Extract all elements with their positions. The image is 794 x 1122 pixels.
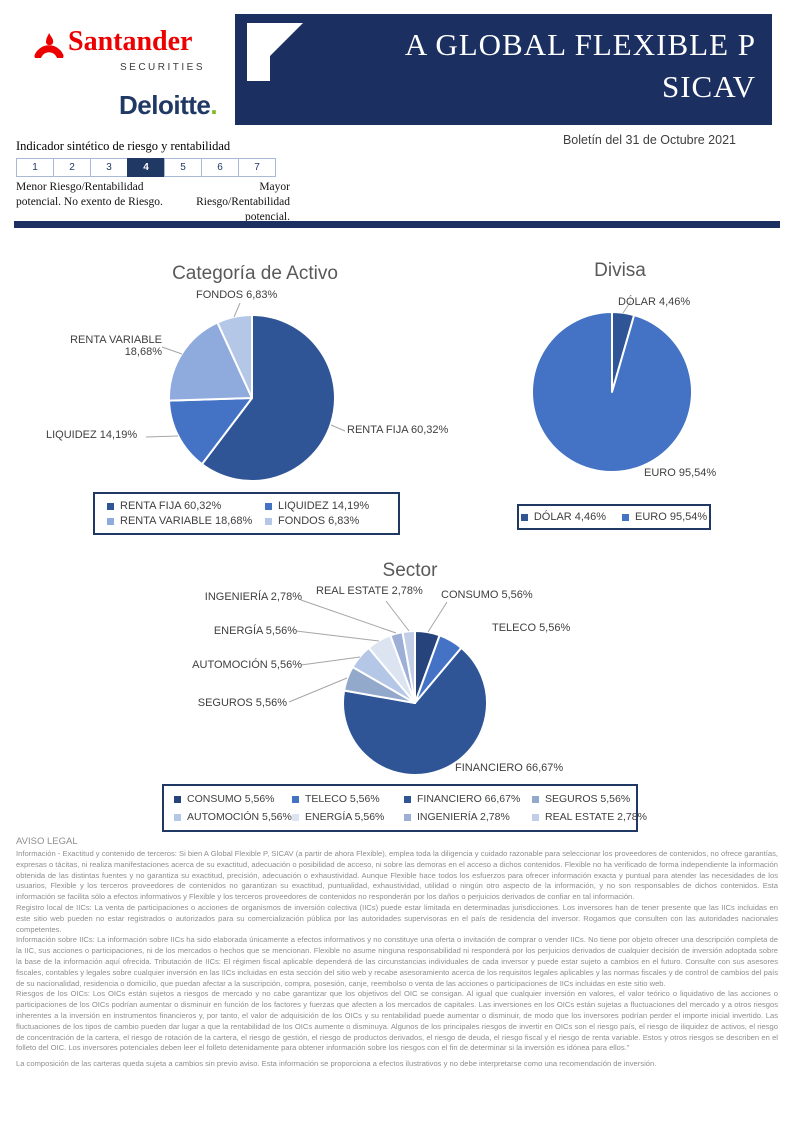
risk-level-2: 2 [53, 158, 91, 177]
currency-pie-chart [531, 300, 693, 473]
legend-marker-ingenieria [404, 813, 411, 821]
legend-marker-liquidez [265, 502, 272, 510]
legend-item: AUTOMOCIÓN 5,56% [174, 811, 292, 823]
page-title: A GLOBAL FLEXIBLE P SICAV [405, 24, 756, 108]
callout-real-estate: REAL ESTATE 2,78% [316, 585, 423, 597]
fund-title-line2: SICAV [661, 69, 756, 104]
legend-item: SEGUROS 5,56% [532, 793, 647, 805]
legend-item: FONDOS 6,83% [265, 515, 386, 527]
risk-level-7: 7 [238, 158, 276, 177]
legend-marker-seguros [532, 795, 539, 803]
legal-disclaimer: AVISO LEGAL Información - Exactitud y co… [16, 836, 778, 1070]
asset-category-pie-chart [145, 302, 346, 482]
deloitte-logo: Deloitte. [119, 90, 218, 121]
legal-paragraph-3: Información sobre IICs: La información s… [16, 935, 778, 988]
risk-level-4-selected: 4 [127, 158, 165, 177]
callout-euro: EURO 95,54% [644, 467, 717, 479]
legend-item: CONSUMO 5,56% [174, 793, 292, 805]
callout-ingenieria: INGENIERÍA 2,78% [204, 591, 302, 603]
legend-marker-automocion [174, 813, 181, 821]
legal-paragraph-2: Registro local de IICs: La venta de part… [16, 902, 778, 934]
sector-chart-title: Sector [382, 560, 438, 581]
callout-financiero: FINANCIERO 66,67% [455, 762, 564, 774]
bulletin-date: Boletín del 31 de Octubre 2021 [562, 133, 736, 147]
legend-item: TELECO 5,56% [292, 793, 404, 805]
legend-marker-teleco [292, 795, 299, 803]
currency-chart-title: Divisa [594, 260, 646, 281]
callout-consumo: CONSUMO 5,56% [441, 589, 533, 601]
asset-category-legend: RENTA FIJA 60,32% LIQUIDEZ 14,19% RENTA … [93, 492, 400, 535]
risk-level-1: 1 [16, 158, 54, 177]
risk-caption-higher: Mayor Riesgo/Rentabilidad potencial. [196, 181, 290, 223]
callout-seguros: SEGUROS 5,56% [197, 697, 287, 709]
callout-teleco: TELECO 5,56% [492, 622, 571, 634]
asset-category-chart-title: Categoría de Activo [172, 263, 338, 284]
legend-item: EURO 95,54% [622, 511, 707, 523]
risk-level-3: 3 [90, 158, 128, 177]
legal-paragraph-5: La composición de las carteras queda suj… [16, 1059, 657, 1069]
risk-caption-lower: Menor Riesgo/Rentabilidad potencial. No … [16, 181, 163, 208]
legend-item: REAL ESTATE 2,78% [532, 811, 647, 823]
risk-scale: 1 2 3 4 5 6 7 [16, 158, 276, 177]
callout-energia: ENERGÍA 5,56% [213, 625, 297, 637]
callout-automocion: AUTOMOCIÓN 5,56% [192, 659, 302, 671]
fund-title-banner: A GLOBAL FLEXIBLE P SICAV [235, 14, 772, 125]
legend-marker-renta-fija [107, 502, 114, 510]
flexible-flag-icon [247, 23, 303, 86]
legend-marker-financiero [404, 795, 411, 803]
deloitte-green-dot: . [210, 90, 218, 120]
risk-level-6: 6 [201, 158, 239, 177]
legend-marker-euro [622, 513, 629, 521]
legal-paragraph-1: Información - Exactitud y contenido de t… [16, 849, 778, 902]
risk-level-5: 5 [164, 158, 202, 177]
santander-wordmark: Santander [68, 26, 193, 57]
santander-securities-label: SECURITIES [120, 62, 206, 73]
callout-fondos: FONDOS 6,83% [196, 289, 278, 301]
legend-item: INGENIERÍA 2,78% [404, 811, 532, 823]
risk-indicator-label: Indicador sintético de riesgo y rentabil… [16, 139, 231, 153]
santander-flame-icon [34, 32, 64, 63]
legend-marker-energia [292, 813, 299, 821]
legend-marker-real-estate [532, 813, 539, 821]
legend-marker-consumo [174, 795, 181, 803]
legend-marker-dolar [520, 513, 528, 521]
callout-renta-variable: RENTA VARIABLE 18,68% [70, 334, 162, 358]
sector-legend: CONSUMO 5,56% TELECO 5,56% FINANCIERO 66… [162, 784, 647, 832]
deloitte-wordmark: Deloitte [119, 90, 211, 120]
legal-paragraph-4: Riesgos de los OICs: Los OICs están suje… [16, 989, 778, 1053]
legend-item: LIQUIDEZ 14,19% [265, 500, 386, 512]
callout-liquidez: LIQUIDEZ 14,19% [46, 429, 138, 441]
legend-marker-fondos [265, 517, 272, 525]
legal-title: AVISO LEGAL [16, 836, 78, 847]
callout-dolar: DÓLAR 4,46% [618, 296, 691, 308]
currency-legend: DÓLAR 4,46% EURO 95,54% [517, 504, 711, 530]
legend-item: RENTA FIJA 60,32% [107, 500, 265, 512]
legend-item: DÓLAR 4,46% [520, 511, 606, 523]
legend-item: RENTA VARIABLE 18,68% [107, 515, 265, 527]
legend-marker-renta-variable [107, 517, 114, 525]
legend-item: FINANCIERO 66,67% [404, 793, 532, 805]
sector-pie-chart [288, 599, 488, 776]
section-divider-bar [14, 221, 780, 228]
fund-title-line1: A GLOBAL FLEXIBLE P [404, 27, 756, 62]
legend-item: ENERGÍA 5,56% [292, 811, 404, 823]
callout-renta-fija: RENTA FIJA 60,32% [347, 424, 449, 436]
